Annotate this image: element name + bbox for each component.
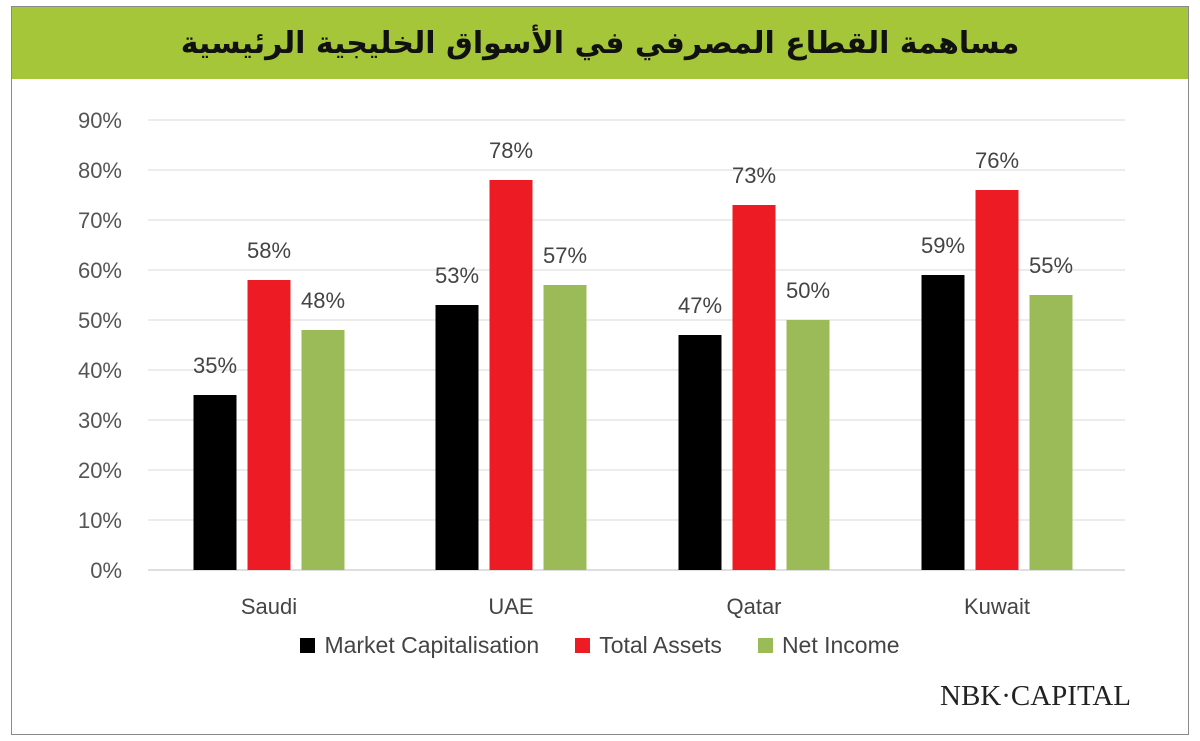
legend-swatch-market-cap — [300, 638, 316, 653]
legend-item-total-assets: Total Assets — [575, 632, 722, 659]
y-tick-label: 0% — [90, 558, 122, 583]
y-tick-label: 80% — [78, 158, 122, 183]
data-label-total-assets-kuwait: 76% — [975, 148, 1019, 173]
data-label-net-income-saudi: 48% — [301, 288, 345, 313]
y-tick-label: 90% — [78, 108, 122, 133]
bar-total-assets-saudi — [247, 280, 291, 570]
data-label-total-assets-saudi: 58% — [247, 238, 291, 263]
legend-label-net-income: Net Income — [781, 632, 900, 658]
data-label-net-income-uae: 57% — [543, 243, 587, 268]
bar-market-cap-uae — [435, 305, 479, 570]
legend-item-net-income: Net Income — [757, 632, 900, 659]
legend: Market Capitalisation Total Assets Net I… — [0, 632, 1200, 659]
y-axis-ticks: 0% 10% 20% 30% 40% 50% 60% 70% 80% 90% — [78, 108, 122, 583]
bar-net-income-saudi — [301, 330, 345, 570]
x-axis-categories: Saudi UAE Qatar Kuwait — [241, 594, 1030, 619]
bar-net-income-kuwait — [1029, 295, 1073, 570]
legend-label-total-assets: Total Assets — [599, 632, 722, 658]
bar-market-cap-saudi — [193, 395, 237, 570]
data-label-net-income-qatar: 50% — [786, 278, 830, 303]
data-label-market-cap-uae: 53% — [435, 263, 479, 288]
data-label-total-assets-qatar: 73% — [732, 163, 776, 188]
data-label-market-cap-qatar: 47% — [678, 293, 722, 318]
title-bar: مساهمة القطاع المصرفي في الأسواق الخليجي… — [12, 7, 1188, 79]
bar-net-income-qatar — [786, 320, 830, 570]
bars — [193, 180, 1073, 570]
data-label-market-cap-saudi: 35% — [193, 353, 237, 378]
bar-market-cap-qatar — [678, 335, 722, 570]
y-tick-label: 10% — [78, 508, 122, 533]
bar-market-cap-kuwait — [921, 275, 965, 570]
data-labels: 35% 58% 48% 53% 78% 57% 47% 73% 50% 59% 76% 55% — [193, 138, 1073, 378]
x-category-label: Saudi — [241, 594, 297, 619]
nbk-capital-logo: NBK·CAPITAL — [940, 680, 1132, 712]
bar-total-assets-qatar — [732, 205, 776, 570]
y-tick-label: 20% — [78, 458, 122, 483]
y-tick-label: 30% — [78, 408, 122, 433]
bar-total-assets-uae — [489, 180, 533, 570]
y-tick-label: 40% — [78, 358, 122, 383]
data-label-market-cap-kuwait: 59% — [921, 233, 965, 258]
legend-label-market-cap: Market Capitalisation — [324, 632, 540, 658]
x-category-label: UAE — [488, 594, 533, 619]
x-category-label: Qatar — [726, 594, 781, 619]
chart-title: مساهمة القطاع المصرفي في الأسواق الخليجي… — [180, 25, 1020, 61]
y-tick-label: 60% — [78, 258, 122, 283]
legend-swatch-total-assets — [575, 638, 591, 653]
data-label-net-income-kuwait: 55% — [1029, 253, 1073, 278]
bar-total-assets-kuwait — [975, 190, 1019, 570]
y-tick-label: 70% — [78, 208, 122, 233]
data-label-total-assets-uae: 78% — [489, 138, 533, 163]
legend-item-market-cap: Market Capitalisation — [300, 632, 539, 659]
x-category-label: Kuwait — [964, 594, 1030, 619]
bar-net-income-uae — [543, 285, 587, 570]
y-tick-label: 50% — [78, 308, 122, 333]
legend-swatch-net-income — [757, 638, 773, 653]
